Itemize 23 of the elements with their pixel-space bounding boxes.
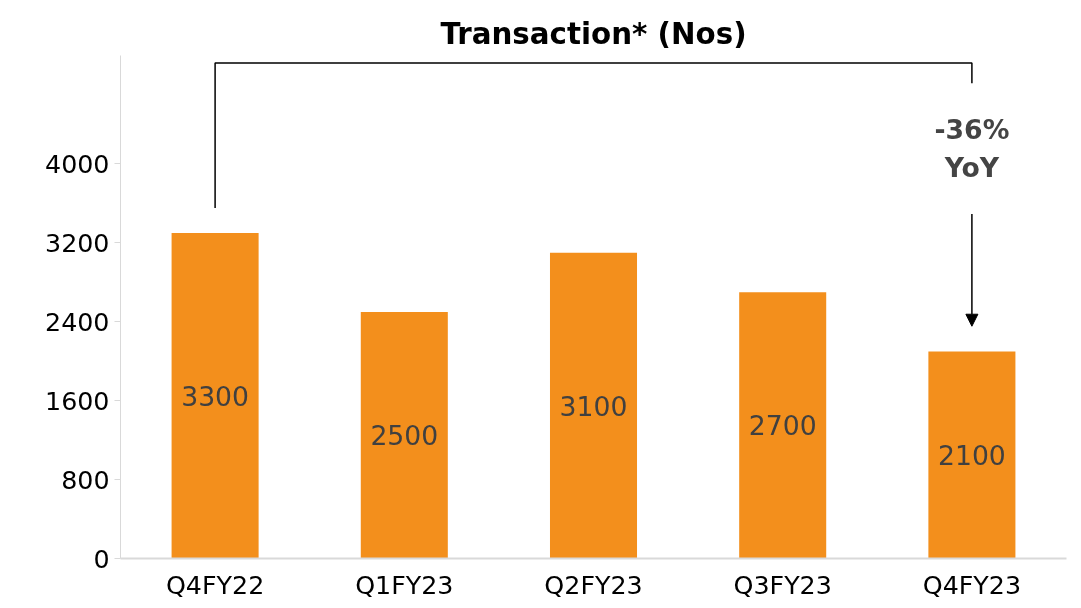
bar: [739, 292, 827, 559]
x-tick-label: Q1FY23: [355, 569, 454, 600]
y-tick-label: 800: [61, 464, 110, 495]
y-tick-label: 3200: [45, 227, 110, 258]
bar: [549, 252, 638, 559]
bar: [928, 351, 1016, 559]
chart-title: Transaction* (Nos): [440, 16, 747, 51]
y-tick-label: 0: [93, 543, 110, 574]
data-label: 3100: [559, 390, 628, 422]
y-tick-label: 4000: [45, 148, 110, 179]
bar: [360, 311, 448, 559]
x-tick-label: Q4FY23: [922, 569, 1022, 600]
data-label: 2700: [748, 410, 817, 442]
x-tick-label: Q4FY22: [165, 569, 265, 600]
data-label: 2500: [370, 420, 439, 452]
annotation: -36% YoY: [934, 114, 1010, 183]
data-label: 3300: [181, 380, 250, 412]
bar: [171, 233, 259, 559]
x-tick-label: Q3FY23: [733, 569, 832, 600]
data-label: 2100: [937, 439, 1006, 471]
y-tick-label: 2400: [45, 306, 110, 337]
x-tick-label: Q2FY23: [544, 569, 643, 600]
y-tick-label: 1600: [45, 385, 110, 416]
